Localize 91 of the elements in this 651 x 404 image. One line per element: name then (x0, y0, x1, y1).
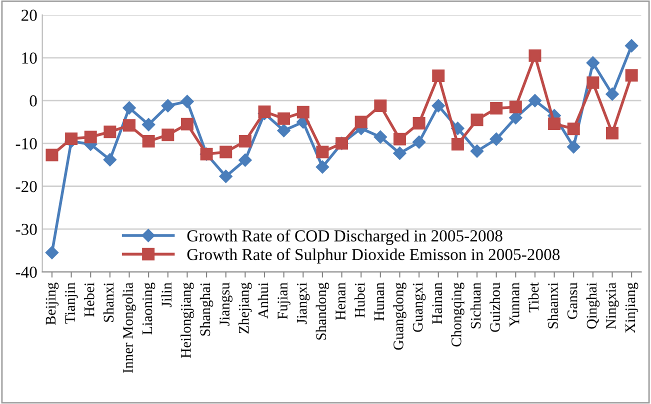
point (393, 132, 406, 146)
y-tick-label: 10 (22, 52, 37, 64)
point (548, 117, 561, 130)
point (219, 170, 232, 183)
x-tick-label: Yunnan (510, 282, 520, 327)
x-tick-label: Shandong (316, 282, 330, 340)
x-tick-label: Chongqing (451, 282, 464, 347)
point (393, 146, 406, 160)
point (104, 126, 116, 138)
point (490, 132, 503, 146)
point (238, 154, 252, 167)
legend-label: Growth Rate of COD Discharged in 2005-2008 (187, 230, 502, 245)
y-tick-label: -10 (16, 138, 37, 150)
x-tick-label: Gansu (567, 282, 578, 319)
x-tick-label: Ningxia (606, 282, 619, 329)
x-tick-label: Zhejiang (238, 282, 252, 334)
point (238, 135, 252, 148)
y-tick-label: -40 (16, 266, 37, 278)
point (567, 122, 580, 136)
x-tick-label: Shaanxi (548, 282, 558, 328)
point (509, 100, 522, 114)
x-tick-label: Tibet (528, 282, 539, 312)
x-tick-label: Hubei (354, 282, 365, 318)
point (528, 94, 542, 108)
x-tick-label: Fujian (278, 282, 290, 320)
point (606, 126, 619, 140)
x-tick-label: Xinjiang (625, 282, 638, 334)
point (142, 118, 156, 132)
point (220, 146, 232, 158)
y-tick-label: 0 (30, 95, 37, 107)
x-tick-label: Qinghai (586, 282, 600, 329)
point (432, 70, 445, 82)
point (470, 144, 484, 158)
point (278, 112, 290, 125)
point (586, 76, 600, 89)
point (412, 117, 426, 130)
x-tick-label: Shanxi (103, 282, 114, 322)
point (65, 132, 78, 145)
point (624, 39, 638, 52)
point (180, 94, 194, 108)
x-tick-label: Inner Mongolia (122, 282, 136, 373)
point (316, 146, 329, 158)
x-tick-label: Henan (336, 282, 346, 320)
point (567, 140, 580, 154)
point (142, 135, 155, 148)
point (161, 99, 174, 112)
x-tick-label: Tianjin (65, 282, 78, 324)
point (84, 130, 97, 144)
point (162, 128, 174, 142)
point (103, 153, 117, 166)
x-tick-label: Hainan (432, 282, 442, 324)
y-tick-label: -30 (16, 224, 37, 236)
point (258, 105, 271, 118)
x-tick-label: Beijing (46, 282, 59, 325)
x-tick-label: Jiangxi (296, 282, 310, 324)
y-tick-label: -20 (16, 180, 37, 192)
x-tick-label: Jiangsu (220, 282, 232, 326)
point (296, 106, 310, 118)
point (586, 56, 600, 70)
x-tick-label: Guangdong (393, 282, 406, 350)
point (509, 111, 522, 124)
point (354, 116, 368, 128)
point (123, 119, 136, 132)
x-tick-label: Jilin (161, 282, 172, 308)
point (412, 136, 426, 149)
x-tick-label: Hunan (374, 282, 384, 321)
point (528, 49, 542, 62)
point (451, 138, 464, 151)
x-tick-label: Guizhou (490, 282, 500, 332)
x-tick-label: Anhui (258, 282, 268, 319)
point (316, 160, 330, 174)
x-tick-label: Shanghai (200, 282, 214, 336)
point (432, 99, 445, 112)
point (606, 88, 619, 101)
point (374, 130, 388, 144)
point (122, 101, 136, 114)
point (490, 102, 503, 115)
point (470, 114, 484, 126)
point (374, 99, 387, 112)
point (277, 124, 290, 138)
x-tick-label: Sichuan (470, 282, 481, 328)
point (45, 246, 59, 260)
legend-label: Growth Rate of Sulphur Dioxide Emisson in 2005-2008 (187, 248, 560, 264)
x-tick-label: Guangxi (412, 282, 426, 332)
y-tick-label: 20 (22, 10, 37, 21)
x-tick-label: Liaoning (142, 282, 156, 335)
x-tick-label: Hebei (84, 282, 94, 317)
point (625, 69, 638, 82)
x-tick-label: Heilongjiang (180, 282, 194, 358)
point (46, 148, 58, 162)
point (180, 118, 194, 130)
